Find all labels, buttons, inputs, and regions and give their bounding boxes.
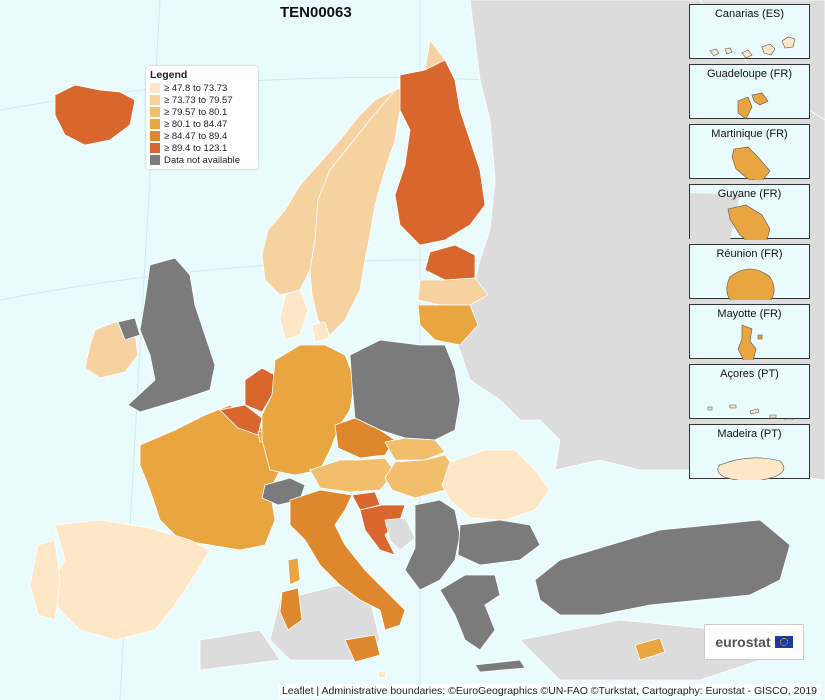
region-italy[interactable] — [289, 489, 406, 631]
legend-swatch — [150, 143, 160, 153]
region-portugal[interactable] — [29, 539, 61, 621]
legend-label: ≥ 73.73 to 79.57 — [164, 94, 233, 106]
inset-label: Guadeloupe (FR) — [707, 68, 792, 80]
inset-madeira[interactable]: Madeira (PT) — [689, 424, 810, 480]
eurostat-logo[interactable]: eurostat — [704, 624, 804, 660]
legend-label: Data not available — [164, 154, 241, 166]
region-denmark[interactable] — [279, 289, 309, 341]
inset-label: Canarias (ES) — [714, 8, 785, 20]
inset-map-acores — [707, 404, 794, 420]
legend: Legend ≥ 47.8 to 73.73 ≥ 73.73 to 79.57 ≥ … — [146, 66, 258, 169]
inset-label: Mayotte (FR) — [717, 308, 782, 320]
inset-canarias[interactable]: Canarias (ES) — [689, 4, 810, 59]
inset-map-canarias — [709, 36, 796, 59]
legend-item: ≥ 84.47 to 89.4 — [150, 130, 254, 142]
region-sweden[interactable] — [309, 84, 411, 336]
inset-guadeloupe[interactable]: Guadeloupe (FR) — [689, 64, 810, 120]
legend-swatch — [150, 83, 160, 93]
region-romania[interactable] — [441, 449, 551, 521]
legend-item: ≥ 89.4 to 123.1 — [150, 142, 254, 154]
legend-swatch — [150, 107, 160, 117]
inset-label: Guyane (FR) — [717, 188, 782, 200]
region-sardinia[interactable] — [279, 587, 303, 631]
inset-reunion[interactable]: Réunion (FR) — [689, 244, 810, 300]
map-title: TEN00063 — [280, 4, 352, 21]
region-crete[interactable] — [474, 659, 526, 673]
inset-acores[interactable]: Açores (PT) — [689, 364, 810, 420]
region-latvia[interactable] — [417, 277, 489, 306]
region-slovakia[interactable] — [384, 437, 446, 461]
inset-mayotte[interactable]: Mayotte (FR) — [689, 304, 810, 360]
inset-label: Réunion (FR) — [716, 248, 783, 260]
region-malta[interactable] — [377, 670, 387, 679]
region-denmark-islands[interactable] — [311, 321, 331, 343]
region-iceland[interactable] — [54, 84, 136, 146]
legend-label: ≥ 47.8 to 73.73 — [164, 82, 228, 94]
eu-flag-icon — [774, 636, 793, 648]
inset-label: Madeira (PT) — [717, 428, 782, 440]
region-bosnia — [384, 517, 416, 551]
region-united-kingdom[interactable] — [127, 257, 216, 413]
inset-guyane[interactable]: Guyane (FR) — [689, 184, 810, 240]
legend-item: ≥ 80.1 to 84.47 — [150, 118, 254, 130]
region-northern-ireland[interactable] — [117, 317, 141, 341]
inset-label: Martinique (FR) — [711, 128, 788, 140]
inset-map-reunion — [726, 268, 775, 300]
attribution: Leaflet | Administrative boundaries: ©Eu… — [277, 684, 821, 698]
inset-map-mayotte — [737, 324, 763, 360]
legend-swatch — [150, 131, 160, 141]
legend-item: Data not available — [150, 154, 254, 166]
legend-label: ≥ 79.57 to 80.1 — [164, 106, 228, 118]
region-corsica[interactable] — [287, 557, 301, 586]
legend-item: ≥ 79.57 to 80.1 — [150, 106, 254, 118]
inset-map-guadeloupe — [737, 92, 769, 120]
legend-label: ≥ 84.47 to 89.4 — [164, 130, 228, 142]
region-cyprus[interactable] — [634, 637, 666, 661]
legend-title: Legend — [150, 69, 188, 81]
region-croatia[interactable] — [359, 504, 406, 556]
region-bulgaria[interactable] — [457, 519, 541, 566]
region-finland[interactable] — [394, 59, 486, 246]
region-belgium[interactable] — [219, 404, 263, 436]
inset-map-guyane — [690, 193, 771, 240]
region-germany[interactable] — [261, 344, 356, 476]
inset-map-madeira — [717, 457, 785, 480]
region-turkey[interactable] — [534, 519, 791, 616]
legend-swatch — [150, 155, 160, 165]
legend-label: ≥ 80.1 to 84.47 — [164, 118, 228, 130]
legend-swatch — [150, 95, 160, 105]
inset-map-martinique — [731, 146, 771, 180]
region-france[interactable] — [139, 404, 281, 551]
legend-swatch — [150, 119, 160, 129]
legend-item: ≥ 73.73 to 79.57 — [150, 94, 254, 106]
eurostat-logo-text: eurostat — [715, 634, 771, 650]
region-greece[interactable] — [439, 574, 501, 651]
region-lithuania[interactable] — [417, 304, 479, 346]
inset-martinique[interactable]: Martinique (FR) — [689, 124, 810, 180]
region-western-balkans[interactable] — [404, 499, 461, 591]
region-slovenia[interactable] — [351, 491, 381, 511]
legend-item: ≥ 47.8 to 73.73 — [150, 82, 254, 94]
inset-label: Açores (PT) — [720, 368, 779, 380]
region-sicily[interactable] — [344, 634, 381, 663]
legend-label: ≥ 89.4 to 123.1 — [164, 142, 228, 154]
